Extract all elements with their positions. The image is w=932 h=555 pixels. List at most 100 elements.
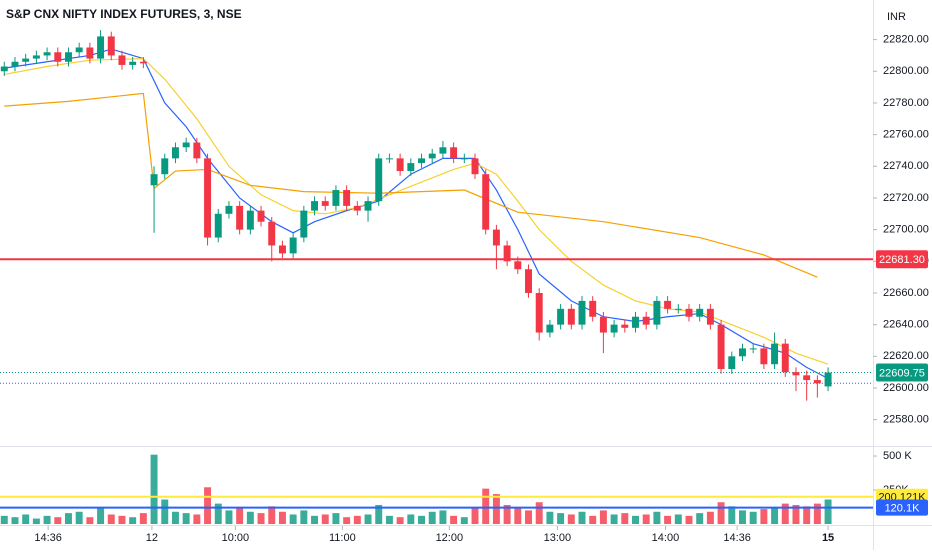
candle-body bbox=[706, 308, 714, 325]
currency-label[interactable]: INR bbox=[887, 11, 906, 23]
volume-bar bbox=[204, 487, 212, 524]
volume-bar bbox=[803, 506, 811, 524]
y-tick-label: 22760.00 bbox=[883, 129, 929, 141]
volume-bar bbox=[97, 507, 105, 524]
volume-bar bbox=[792, 504, 800, 524]
candle-body bbox=[824, 372, 832, 387]
volume-bar bbox=[385, 515, 393, 524]
price-level-box bbox=[876, 250, 928, 269]
volume-bar bbox=[43, 515, 51, 524]
volume-bar bbox=[525, 510, 532, 524]
x-tick-label: 14:00 bbox=[652, 532, 680, 544]
volume-bar bbox=[54, 517, 62, 524]
volume-bar bbox=[653, 511, 661, 524]
candle-body bbox=[792, 372, 800, 376]
volume-level-label: 120.1K bbox=[885, 503, 921, 515]
volume-bar bbox=[214, 503, 222, 524]
volume-bar bbox=[492, 494, 500, 524]
candle-body bbox=[396, 158, 404, 172]
volume-bar bbox=[460, 517, 468, 524]
volume-bar bbox=[578, 511, 586, 524]
candle-body bbox=[193, 142, 201, 159]
candle-body bbox=[385, 158, 393, 160]
candle-body bbox=[739, 348, 746, 357]
volume-bar bbox=[236, 507, 244, 524]
candle-body bbox=[64, 52, 72, 62]
volume-bar bbox=[674, 514, 682, 524]
candle-body bbox=[535, 292, 543, 333]
candle-body bbox=[771, 343, 779, 365]
price-level-label: 22681.30 bbox=[879, 254, 925, 266]
candle-body bbox=[492, 229, 500, 246]
y-tick-label: 22780.00 bbox=[883, 97, 929, 109]
indicator-line bbox=[4, 92, 818, 278]
candle-body bbox=[632, 316, 639, 328]
volume-bar bbox=[760, 509, 768, 524]
volume-bar bbox=[557, 513, 565, 524]
candle-body bbox=[54, 52, 62, 62]
candle-body bbox=[717, 324, 725, 369]
y-tick-label: 22600.00 bbox=[883, 382, 929, 394]
volume-bar bbox=[278, 511, 286, 524]
candle-body bbox=[610, 324, 618, 333]
candle-body bbox=[428, 153, 436, 159]
y-tick-label: 500 K bbox=[883, 450, 912, 462]
candle-body bbox=[546, 324, 554, 333]
volume-bar bbox=[717, 502, 725, 524]
volume-bar bbox=[632, 515, 639, 524]
candle-body bbox=[204, 158, 212, 238]
volume-bar bbox=[321, 514, 329, 524]
volume-bar bbox=[64, 513, 72, 524]
volume-level-box bbox=[876, 499, 928, 516]
volume-bar bbox=[225, 510, 233, 524]
candle-body bbox=[214, 213, 222, 238]
x-tick-label: 13:00 bbox=[544, 532, 572, 544]
candle-body bbox=[471, 158, 479, 175]
volume-bar bbox=[353, 515, 361, 524]
candle-body bbox=[353, 205, 361, 211]
candle-body bbox=[246, 210, 254, 230]
volume-bar bbox=[343, 517, 351, 524]
volume-bar bbox=[739, 510, 746, 524]
volume-bar bbox=[11, 517, 19, 524]
candle-body bbox=[439, 147, 447, 154]
candle-body bbox=[311, 201, 319, 211]
volume-bar bbox=[375, 504, 383, 524]
volume-bar bbox=[535, 502, 543, 524]
volume-bar bbox=[129, 517, 137, 524]
candle-body bbox=[364, 201, 372, 211]
x-tick-label: 14:36 bbox=[34, 532, 62, 544]
volume-bar bbox=[193, 514, 201, 524]
candle-body bbox=[674, 308, 682, 310]
volume-bar bbox=[664, 515, 672, 524]
candle-body bbox=[257, 210, 265, 222]
candle-body bbox=[503, 245, 511, 262]
volume-bar bbox=[32, 518, 40, 524]
candle-body bbox=[332, 190, 340, 206]
volume-bar bbox=[150, 454, 158, 524]
volume-bar bbox=[589, 515, 597, 524]
volume-bar bbox=[471, 507, 479, 524]
candle-body bbox=[599, 316, 607, 333]
candle-body bbox=[418, 158, 425, 164]
volume-bar bbox=[567, 514, 575, 524]
candle-body bbox=[343, 190, 351, 206]
volume-bar bbox=[439, 510, 447, 524]
volume-bar bbox=[642, 514, 650, 524]
candle-body bbox=[300, 210, 308, 238]
candle-body bbox=[514, 261, 522, 270]
volume-bar bbox=[813, 503, 821, 524]
volume-bar bbox=[118, 515, 126, 524]
volume-bar bbox=[450, 515, 458, 524]
volume-bar bbox=[311, 515, 319, 524]
candle-body bbox=[118, 55, 126, 65]
candle-body bbox=[43, 52, 51, 56]
candle-body bbox=[567, 308, 575, 325]
volume-bar bbox=[728, 506, 736, 524]
volume-bar bbox=[621, 513, 629, 524]
candle-body bbox=[653, 300, 661, 325]
volume-bar bbox=[22, 514, 30, 524]
candle-body bbox=[450, 147, 458, 159]
candle-body bbox=[22, 58, 30, 62]
volume-bar bbox=[257, 513, 265, 524]
